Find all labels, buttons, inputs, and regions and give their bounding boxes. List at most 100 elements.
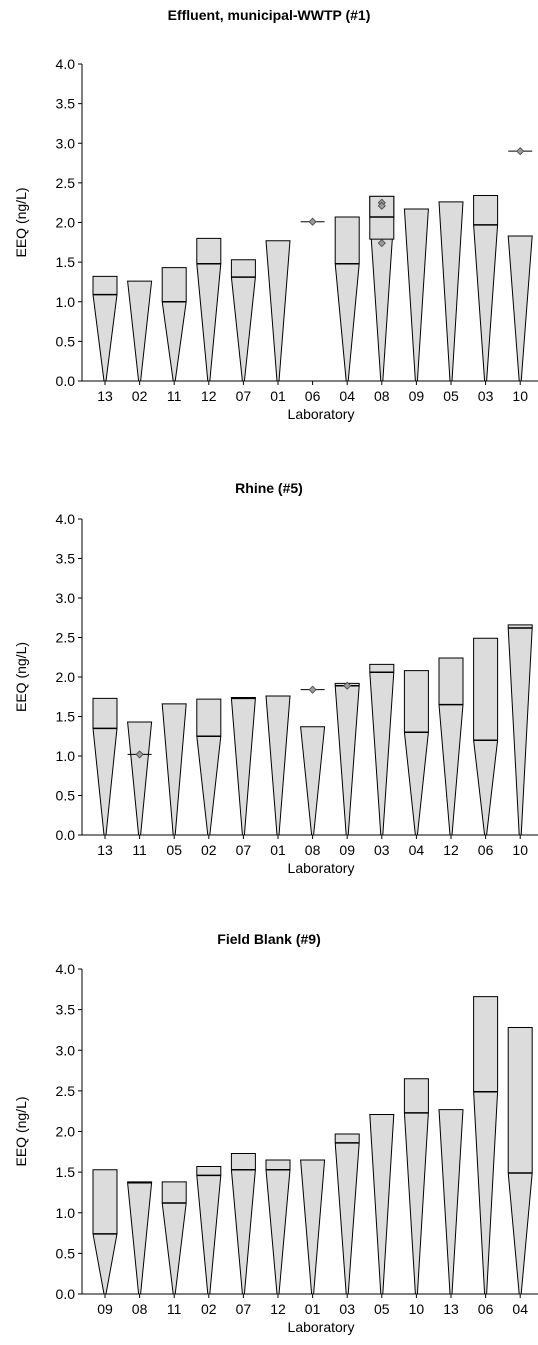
bar-04 — [334, 216, 360, 382]
bar-11 — [161, 1181, 187, 1295]
x-tick-label: 03 — [374, 842, 390, 858]
bar-03 — [473, 195, 499, 382]
y-tick-label: 2.5 — [56, 175, 76, 191]
bar-06 — [473, 637, 499, 836]
y-tick-label: 1.5 — [56, 1164, 76, 1180]
bar-07 — [230, 1152, 256, 1295]
bar-13 — [92, 697, 118, 836]
bar-13 — [438, 1109, 464, 1295]
y-axis-label: EEQ (ng/L) — [13, 187, 29, 257]
y-tick-label: 0.5 — [56, 1245, 76, 1261]
chart-title: Rhine (#5) — [235, 480, 303, 496]
x-tick-label: 09 — [339, 842, 355, 858]
bar-12 — [438, 657, 464, 836]
x-tick-label: 08 — [132, 1301, 148, 1317]
chart-panel-1: Effluent, municipal-WWTP (#1) 0.0 0.5 1.0 1… — [0, 0, 538, 445]
x-tick-label: 05 — [443, 388, 459, 404]
y-tick-label: 3.5 — [56, 96, 76, 112]
data-point — [377, 239, 386, 248]
x-tick-label: 12 — [443, 842, 459, 858]
x-tick-label: 07 — [236, 388, 252, 404]
data-point — [516, 147, 525, 156]
bar-13 — [92, 275, 118, 382]
y-tick-label: 3.0 — [56, 135, 76, 151]
bar-10 — [403, 1078, 429, 1295]
y-tick-label: 2.5 — [56, 630, 76, 646]
x-tick-label: 07 — [236, 842, 252, 858]
x-tick-label: 01 — [270, 388, 286, 404]
bar-07 — [230, 697, 256, 836]
bar-02 — [196, 1165, 222, 1295]
chart-rhine: 0.0 0.5 1.0 1.5 2.0 2.5 3.0 3.5 4.0 EEQ (ng/L) 13 1… — [13, 511, 538, 876]
x-tick-label: 11 — [167, 388, 182, 404]
x-tick-label: 02 — [201, 842, 217, 858]
x-tick-label: 13 — [97, 388, 113, 404]
x-tick-label: 08 — [305, 842, 321, 858]
x-tick-label: 05 — [166, 842, 182, 858]
y-axis-label: EEQ (ng/L) — [13, 642, 29, 712]
x-tick-label: 06 — [305, 388, 321, 404]
x-tick-label: 12 — [270, 1301, 286, 1317]
x-tick-label: 13 — [97, 842, 113, 858]
bar-09 — [403, 208, 429, 382]
bar-05 — [161, 703, 187, 836]
chart-field-blank: 0.0 0.5 1.0 1.5 2.0 2.5 3.0 3.5 4.0 EEQ (ng/L) 09 0… — [13, 961, 538, 1335]
chart-title: Effluent, municipal-WWTP (#1) — [167, 7, 371, 23]
y-tick-label: 1.0 — [56, 748, 76, 764]
bar-06 — [473, 996, 499, 1295]
bar-02 — [127, 280, 153, 382]
bar-01 — [300, 1159, 326, 1295]
x-tick-label: 09 — [409, 388, 425, 404]
x-tick-label: 02 — [201, 1301, 217, 1317]
x-tick-label: 03 — [339, 1301, 355, 1317]
x-tick-label: 03 — [478, 388, 494, 404]
x-tick-label: 01 — [305, 1301, 321, 1317]
y-tick-label: 1.0 — [56, 1205, 76, 1221]
data-point — [377, 201, 386, 210]
y-tick-label: 3.0 — [56, 1042, 76, 1058]
y-tick-label: 0.0 — [56, 373, 76, 389]
x-tick-label: 13 — [443, 1301, 459, 1317]
x-tick-label: 04 — [512, 1301, 528, 1317]
bar-05 — [438, 201, 464, 382]
x-tick-label: 12 — [201, 388, 217, 404]
bar-02 — [196, 698, 222, 836]
y-tick-label: 2.0 — [56, 215, 76, 231]
bar-10 — [507, 235, 533, 382]
y-tick-label: 3.0 — [56, 590, 76, 606]
bar-11 — [161, 267, 187, 382]
y-tick-label: 0.0 — [56, 1286, 76, 1302]
bar-03 — [334, 1133, 360, 1295]
y-tick-label: 3.5 — [56, 1002, 76, 1018]
data-point — [308, 217, 317, 226]
bar-08 — [127, 1181, 153, 1295]
x-tick-label: 10 — [512, 388, 528, 404]
bar-08 — [300, 726, 326, 836]
x-tick-label: 08 — [374, 388, 390, 404]
chart-panel-2: Rhine (#5) 0.0 0.5 1.0 1.5 2.0 2.5 3.0 3.5 4.0 EE… — [0, 455, 538, 895]
bar-11 — [127, 721, 153, 836]
x-tick-label: 07 — [236, 1301, 252, 1317]
bar-07 — [230, 259, 256, 382]
bar-03 — [369, 663, 395, 836]
data-point — [308, 685, 317, 694]
bar-10 — [507, 624, 533, 836]
chart-panel-3: Field Blank (#9) 0.0 0.5 1.0 1.5 2.0 2.5 3.0 3.… — [0, 905, 538, 1345]
bar-09 — [334, 682, 360, 836]
bar-12 — [265, 1159, 291, 1295]
bar-04 — [507, 1027, 533, 1295]
y-tick-label: 1.0 — [56, 294, 76, 310]
x-tick-label: 05 — [374, 1301, 390, 1317]
y-tick-label: 2.0 — [56, 1124, 76, 1140]
x-tick-label: 02 — [132, 388, 148, 404]
y-tick-label: 0.0 — [56, 827, 76, 843]
y-tick-label: 2.0 — [56, 669, 76, 685]
y-tick-label: 2.5 — [56, 1083, 76, 1099]
x-tick-label: 06 — [478, 1301, 494, 1317]
x-axis-label: Laboratory — [288, 860, 355, 876]
y-tick-label: 1.5 — [56, 254, 76, 270]
x-tick-label: 06 — [478, 842, 494, 858]
y-tick-label: 3.5 — [56, 551, 76, 567]
bar-09 — [92, 1169, 118, 1295]
bar-01 — [265, 695, 291, 836]
